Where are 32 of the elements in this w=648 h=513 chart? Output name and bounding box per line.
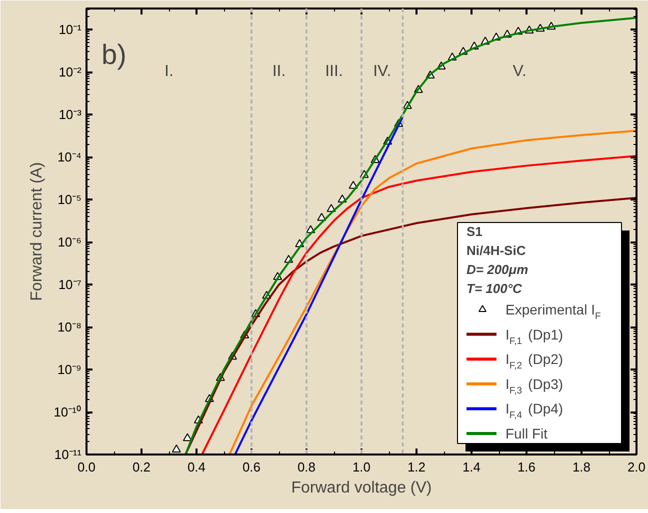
- y-tick-label: 10⁻³: [58, 107, 82, 122]
- annotation: I.: [164, 63, 174, 80]
- y-tick-label: 10⁻⁵: [58, 192, 82, 208]
- x-tick-label: 0.6: [242, 460, 261, 474]
- x-tick-label: 0.4: [187, 460, 206, 474]
- annotation: II.: [272, 63, 286, 80]
- annotation: III.: [325, 63, 343, 80]
- x-tick-label: 1.0: [352, 460, 371, 474]
- x-tick-label: 1.8: [572, 460, 591, 474]
- x-tick-label: 1.6: [517, 460, 536, 474]
- annotation: V.: [512, 63, 526, 80]
- y-tick-label: 10⁻⁷: [58, 277, 82, 292]
- y-axis-title: Forward current (A): [28, 162, 46, 301]
- legend-label: Full Fit: [506, 426, 548, 442]
- legend-title: S1 Ni/4H-SiC D= 200μm T= 100°C: [466, 224, 529, 296]
- annotation: IV.: [373, 63, 392, 80]
- y-tick-label: 10⁻¹⁰: [54, 404, 82, 420]
- x-tick-label: 2.0: [627, 460, 646, 474]
- y-tick-label: 10⁻²: [58, 64, 82, 80]
- x-tick-label: 0.2: [132, 460, 151, 474]
- x-tick-label: 0.8: [297, 460, 316, 474]
- x-tick-label: 0.0: [77, 460, 96, 474]
- y-tick-label: 10⁻⁴: [57, 150, 82, 165]
- y-tick-label: 10⁻¹¹: [54, 447, 82, 462]
- y-tick-label: 10⁻⁶: [58, 234, 82, 250]
- x-tick-label: 1.2: [407, 460, 426, 474]
- y-tick-label: 10⁻⁹: [57, 362, 82, 378]
- annotation: b): [102, 39, 126, 70]
- x-axis-title: Forward voltage (V): [291, 480, 432, 496]
- y-tick-label: 10⁻¹: [58, 22, 82, 38]
- y-tick-label: 10⁻⁸: [58, 320, 82, 335]
- x-tick-label: 1.4: [462, 460, 481, 474]
